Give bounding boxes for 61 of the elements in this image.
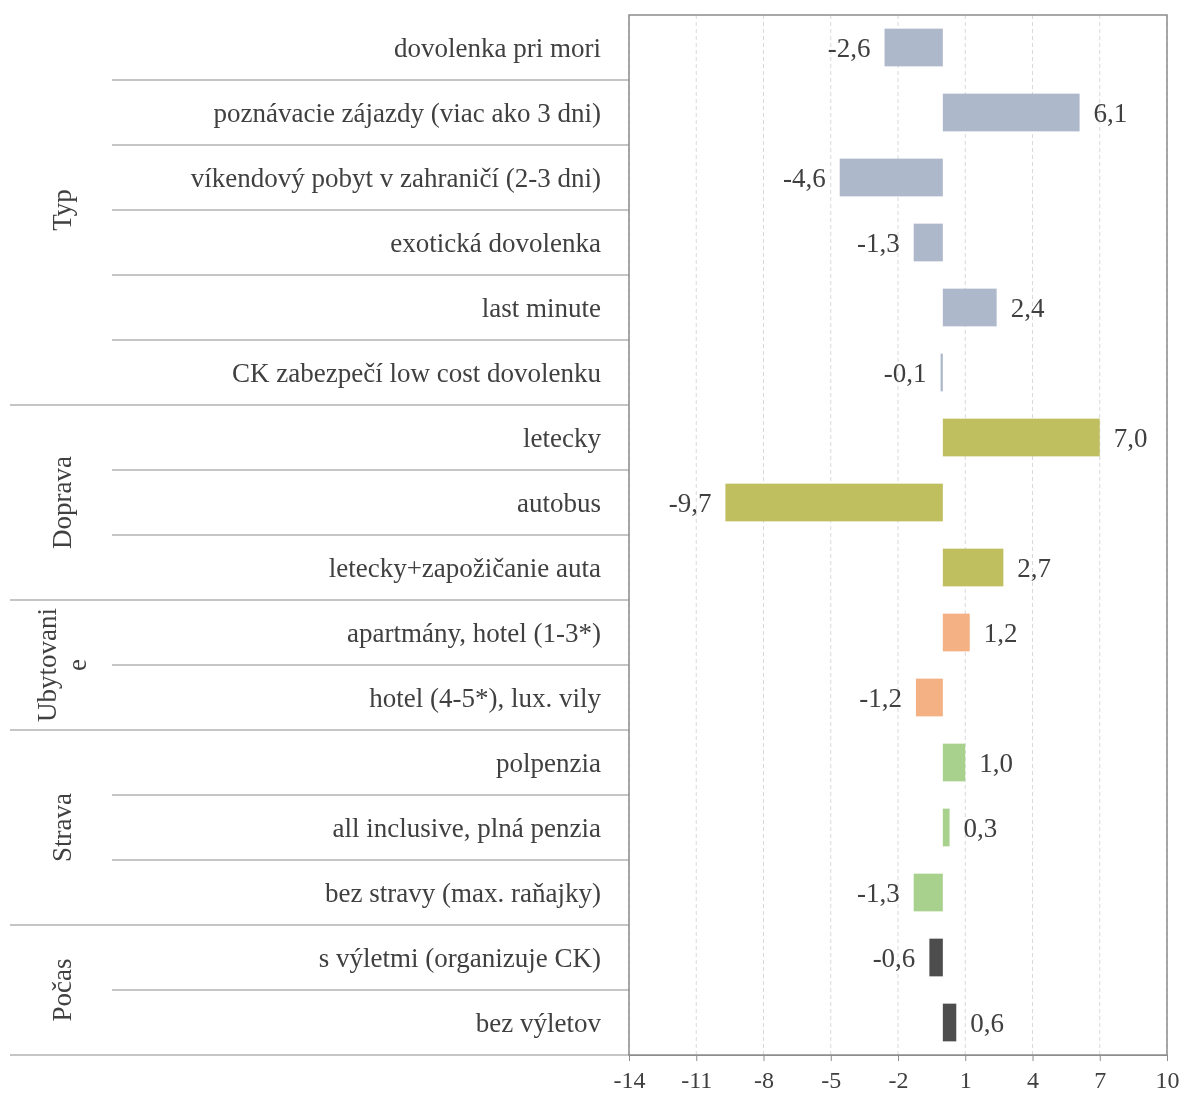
bar [942,743,966,782]
bar [913,223,943,262]
y-tick-label: víkendový pobyt v zahraničí (2-3 dni) [190,162,601,193]
x-tick-label: -8 [754,1067,774,1093]
x-tick-label: 4 [1027,1067,1039,1093]
y-tick-label: letecky [523,422,602,453]
y-tick-label: bez výletov [475,1007,602,1038]
bar [915,678,943,717]
data-label: -4,6 [782,162,826,193]
bar [942,93,1080,132]
data-label: 1,2 [983,617,1018,648]
data-label: 1,0 [979,747,1013,778]
y-tick-label: all inclusive, plná penzia [332,812,602,843]
data-label: -1,2 [859,682,902,713]
data-label: -2,6 [827,32,871,63]
bar [942,288,997,327]
y-tick-label: apartmány, hotel (1-3*) [347,617,601,648]
data-label: 0,3 [963,812,998,843]
data-label: -9,7 [668,487,712,518]
text: Počas [47,958,77,1022]
data-label: -1,3 [856,227,900,258]
y-tick-label: s výletmi (organizuje CK) [318,942,601,973]
bar [929,938,943,977]
bar [942,418,1100,457]
bar [942,808,950,847]
x-tick-label: 10 [1155,1067,1180,1093]
text: Doprava [47,456,77,549]
data-label: 0,6 [970,1007,1005,1038]
y-tick-label: poznávacie zájazdy (viac ako 3 dni) [213,97,601,128]
y-tick-label: exotická dovolenka [390,227,601,258]
y-tick-label: bez stravy (max. raňajky) [325,877,601,908]
x-tick-label: -14 [613,1067,646,1093]
x-tick-label: -11 [681,1067,713,1093]
data-label: 2,4 [1010,292,1045,323]
y-tick-label: letecky+zapožičanie auta [328,552,602,583]
bar [839,158,943,197]
data-label: 6,1 [1093,97,1128,128]
text: Typ [47,189,77,231]
data-label: -1,3 [856,877,900,908]
data-label: -0,6 [872,942,916,973]
text: Strava [47,793,77,862]
data-label: 7,0 [1113,422,1148,453]
bar [942,1003,957,1042]
y-tick-label: last minute [481,292,602,323]
y-tick-label: autobus [517,487,601,518]
y-tick-label: CK zabezpečí low cost dovolenku [232,357,602,388]
x-tick-label: -2 [888,1067,909,1093]
data-label: -0,1 [883,357,927,388]
y-tick-label: hotel (4-5*), lux. vily [369,682,602,713]
x-tick-label: 1 [959,1067,972,1093]
bar [942,613,970,652]
bar [942,548,1004,587]
y-tick-label: polpenzia [496,747,601,778]
bar [884,28,943,67]
text: Ubytovanie [32,608,92,722]
bar [913,873,943,912]
bar [725,483,943,522]
data-label: 2,7 [1017,552,1052,583]
x-tick-label: 7 [1094,1067,1107,1093]
y-tick-label: dovolenka pri mori [394,32,601,63]
x-tick-label: -5 [821,1067,842,1093]
